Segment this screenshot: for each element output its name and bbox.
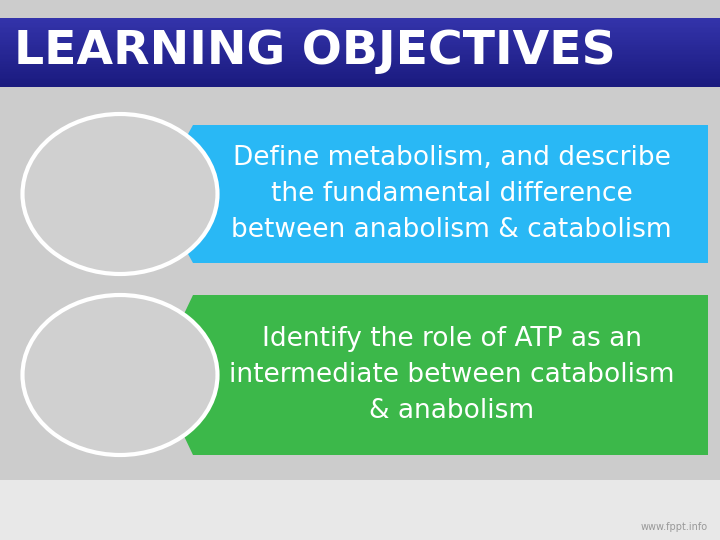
Ellipse shape <box>22 114 217 274</box>
Bar <box>0 79 720 82</box>
Text: Identify the role of ATP as an
intermediate between catabolism
& anabolism: Identify the role of ATP as an intermedi… <box>229 326 674 424</box>
Bar <box>0 69 720 71</box>
Bar <box>0 59 720 61</box>
Bar <box>0 65 720 68</box>
Bar <box>0 71 720 73</box>
Bar <box>0 33 720 36</box>
Bar <box>0 35 720 37</box>
Bar <box>0 53 720 56</box>
Bar <box>0 76 720 78</box>
Bar <box>0 49 720 51</box>
Bar <box>0 50 720 52</box>
Bar <box>0 52 720 54</box>
Text: Define metabolism, and describe
the fundamental difference
between anabolism & c: Define metabolism, and describe the fund… <box>231 145 672 243</box>
Bar <box>0 57 720 59</box>
Bar <box>0 19 720 22</box>
Bar <box>0 30 720 32</box>
Bar <box>0 68 720 70</box>
Bar <box>0 62 720 64</box>
Bar <box>0 74 720 76</box>
Bar <box>0 64 720 66</box>
Bar <box>0 22 720 24</box>
Ellipse shape <box>22 295 217 455</box>
Polygon shape <box>155 125 708 263</box>
Bar <box>0 72 720 75</box>
Bar <box>0 45 720 48</box>
Bar <box>0 25 720 27</box>
Bar <box>0 28 720 30</box>
Bar <box>0 23 720 25</box>
Bar <box>0 480 720 540</box>
Bar <box>0 42 720 44</box>
Bar <box>0 78 720 80</box>
Bar <box>0 38 720 40</box>
Polygon shape <box>155 295 708 455</box>
Bar <box>0 32 720 34</box>
Bar <box>0 47 720 49</box>
Bar <box>0 37 720 39</box>
Bar <box>0 84 720 86</box>
Bar <box>0 44 720 46</box>
Bar <box>0 83 720 85</box>
Bar <box>0 81 720 83</box>
Text: LEARNING OBJECTIVES: LEARNING OBJECTIVES <box>14 30 616 75</box>
Text: www.fppt.info: www.fppt.info <box>641 522 708 532</box>
Bar <box>0 40 720 42</box>
Bar <box>0 56 720 58</box>
Bar <box>0 18 720 20</box>
Bar <box>0 60 720 63</box>
Bar <box>0 26 720 29</box>
